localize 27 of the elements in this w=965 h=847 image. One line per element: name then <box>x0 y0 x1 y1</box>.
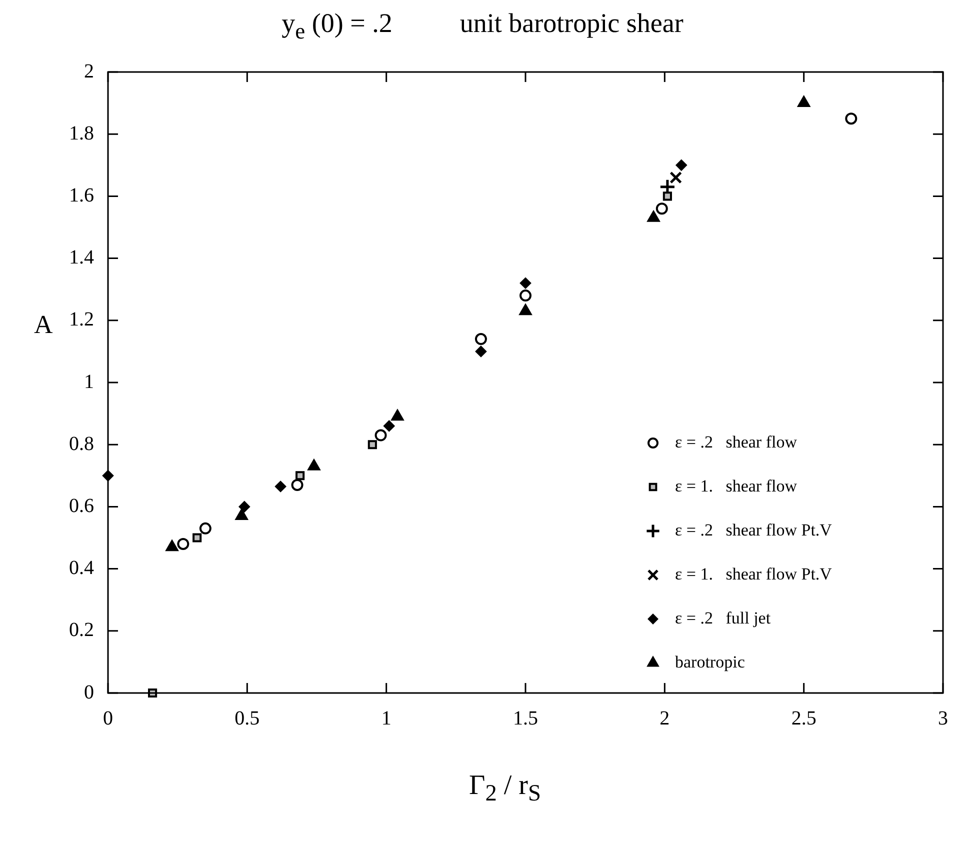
legend-label: ε = 1. shear flow Pt.V <box>675 564 833 584</box>
x-tick-label: 2 <box>660 707 670 730</box>
y-tick-label: 0.4 <box>69 557 94 580</box>
legend-label: barotropic <box>675 652 746 672</box>
y-tick-label: 1 <box>84 370 94 393</box>
x-tick-label: 2.5 <box>791 707 816 730</box>
y-tick-label: 1.2 <box>69 308 94 331</box>
y-tick-label: 0.8 <box>69 432 94 455</box>
legend-label: ε = .2 shear flow Pt.V <box>675 520 833 540</box>
y-tick-label: 1.8 <box>69 122 94 144</box>
legend-label: ε = 1. shear flow <box>675 476 798 496</box>
x-axis-title: Γ$_{2}$ / r$_{S}$ <box>468 770 542 808</box>
x-tick-label: 0.5 <box>234 707 260 730</box>
x-tick-label: 3 <box>938 707 948 730</box>
y-tick-label: 2 <box>84 60 94 82</box>
x-tick-label: 1.5 <box>513 707 538 730</box>
y-tick-label: 1.4 <box>69 246 94 269</box>
legend-label: ε = .2 shear flow <box>675 432 798 452</box>
y-axis-title: A <box>34 310 53 340</box>
y-tick-label: 1.6 <box>69 184 94 206</box>
y-tick-label: 0.2 <box>69 619 94 642</box>
y-tick-label: 0 <box>84 681 94 704</box>
y-tick-label: 0.6 <box>69 494 94 517</box>
legend-label: ε = .2 full jet <box>675 608 771 628</box>
x-tick-label: 0 <box>103 707 113 730</box>
x-tick-label: 1 <box>381 707 392 730</box>
chart-title: y$_{e}$ (0) = .2 unit barotropic shear <box>280 8 684 44</box>
